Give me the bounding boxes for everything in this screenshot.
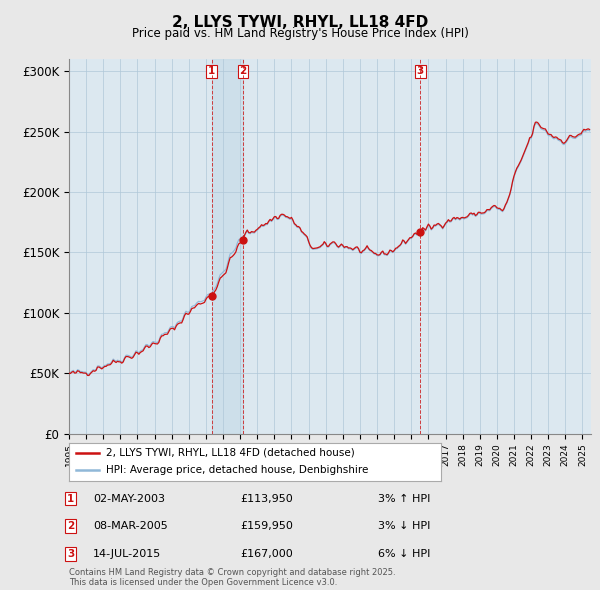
Text: 08-MAR-2005: 08-MAR-2005 <box>93 522 168 531</box>
Text: 3: 3 <box>417 67 424 77</box>
Text: Price paid vs. HM Land Registry's House Price Index (HPI): Price paid vs. HM Land Registry's House … <box>131 27 469 40</box>
Text: Contains HM Land Registry data © Crown copyright and database right 2025.
This d: Contains HM Land Registry data © Crown c… <box>69 568 395 587</box>
Text: 2: 2 <box>67 522 74 531</box>
Text: 2, LLYS TYWI, RHYL, LL18 4FD (detached house): 2, LLYS TYWI, RHYL, LL18 4FD (detached h… <box>106 448 355 458</box>
Text: 1: 1 <box>208 67 215 77</box>
Text: HPI: Average price, detached house, Denbighshire: HPI: Average price, detached house, Denb… <box>106 466 368 476</box>
Text: 3% ↑ HPI: 3% ↑ HPI <box>378 494 430 503</box>
Text: 2, LLYS TYWI, RHYL, LL18 4FD: 2, LLYS TYWI, RHYL, LL18 4FD <box>172 15 428 30</box>
Text: 3: 3 <box>67 549 74 559</box>
Text: 2: 2 <box>239 67 247 77</box>
Text: 14-JUL-2015: 14-JUL-2015 <box>93 549 161 559</box>
Text: £159,950: £159,950 <box>240 522 293 531</box>
Text: 02-MAY-2003: 02-MAY-2003 <box>93 494 165 503</box>
Text: £113,950: £113,950 <box>240 494 293 503</box>
Bar <box>212 59 243 434</box>
Text: 1: 1 <box>67 494 74 503</box>
Text: 3% ↓ HPI: 3% ↓ HPI <box>378 522 430 531</box>
Text: £167,000: £167,000 <box>240 549 293 559</box>
Text: 6% ↓ HPI: 6% ↓ HPI <box>378 549 430 559</box>
